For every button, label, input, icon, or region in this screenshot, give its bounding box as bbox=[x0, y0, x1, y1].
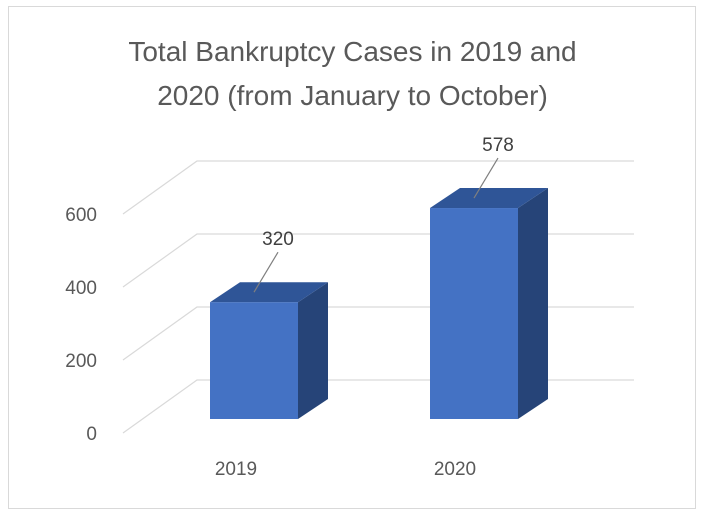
bar-top-face bbox=[210, 282, 328, 303]
y-tick-label: 600 bbox=[65, 205, 97, 226]
gridline bbox=[122, 379, 634, 434]
chart-title-line-1: Total Bankruptcy Cases in 2019 and bbox=[128, 36, 577, 67]
data-label-leader bbox=[253, 251, 279, 293]
y-tick-label: 200 bbox=[65, 351, 97, 372]
gridline bbox=[122, 306, 634, 361]
gridline bbox=[122, 233, 634, 288]
y-tick-label: 0 bbox=[86, 424, 97, 445]
chart-title-line-2: 2020 (from January to October) bbox=[157, 80, 548, 111]
bar bbox=[210, 302, 298, 419]
bar-side-face bbox=[298, 282, 328, 419]
chart-title: Total Bankruptcy Cases in 2019 and 2020 … bbox=[0, 30, 705, 118]
gridline bbox=[122, 160, 634, 215]
data-label-leader bbox=[473, 157, 499, 199]
x-tick-label: 2019 bbox=[215, 459, 257, 480]
bar-side-face bbox=[518, 188, 548, 419]
data-label: 320 bbox=[262, 229, 294, 250]
x-tick-label: 2020 bbox=[434, 459, 476, 480]
bar-top-face bbox=[430, 188, 548, 209]
bar bbox=[430, 208, 518, 419]
data-label: 578 bbox=[482, 135, 514, 156]
y-tick-label: 400 bbox=[65, 278, 97, 299]
chart-frame bbox=[8, 6, 696, 509]
